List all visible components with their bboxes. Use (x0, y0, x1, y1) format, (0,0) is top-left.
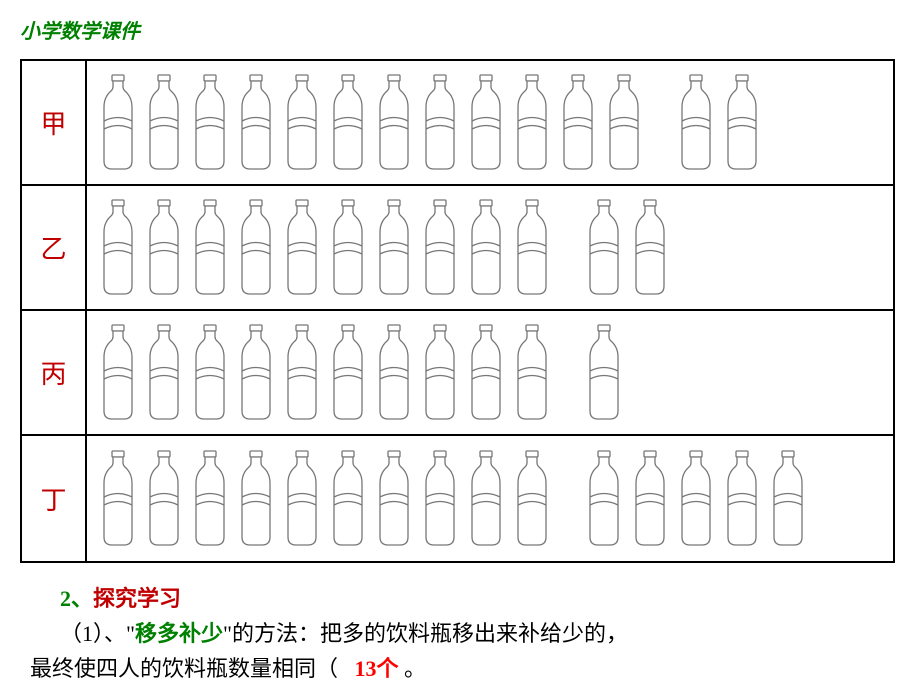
bottle-icon (95, 323, 141, 423)
section-title: 探究学习 (93, 586, 181, 611)
table-row-yi: 乙 (22, 186, 893, 311)
bottle-icon (627, 449, 673, 549)
bottle-icon (463, 198, 509, 298)
bottle-icon (233, 449, 279, 549)
bottle-icon (233, 73, 279, 173)
bottle-icon (601, 73, 647, 173)
closing-text: 。 (404, 656, 426, 681)
bottle-icon (325, 198, 371, 298)
row-label: 乙 (40, 229, 66, 266)
bottles-cell (87, 313, 893, 433)
table-row-jia: 甲 (22, 61, 893, 186)
description-line1: 把多的饮料瓶移出来补给少的， (320, 621, 628, 646)
bottle-group (95, 449, 555, 549)
bottle-icon (279, 449, 325, 549)
bottle-icon (187, 449, 233, 549)
bottle-icon (279, 198, 325, 298)
bottle-group (673, 73, 765, 173)
row-label-cell: 丙 (22, 311, 87, 434)
row-label: 丁 (40, 480, 66, 517)
bottle-icon (581, 323, 627, 423)
answer-text: 13个 (355, 656, 399, 681)
bottle-icon (279, 73, 325, 173)
bottle-icon (141, 198, 187, 298)
bottle-icon (95, 449, 141, 549)
section-number: 2、 (60, 586, 93, 611)
quote-close: " (223, 621, 232, 646)
bottle-icon (463, 73, 509, 173)
row-label-cell: 甲 (22, 61, 87, 184)
page-title: 小学数学课件 (20, 15, 900, 44)
row-label: 丙 (40, 354, 66, 391)
bottle-icon (141, 73, 187, 173)
bottle-icon (673, 449, 719, 549)
bottle-icon (371, 73, 417, 173)
bottle-icon (279, 323, 325, 423)
bottle-icon (581, 449, 627, 549)
quote-open: " (126, 621, 135, 646)
bottle-icon (371, 198, 417, 298)
bottle-group (581, 198, 673, 298)
bottle-table: 甲 (20, 59, 895, 563)
bottle-icon (627, 198, 673, 298)
bottle-icon (233, 198, 279, 298)
bottle-icon (417, 323, 463, 423)
bottle-icon (371, 323, 417, 423)
bottle-icon (719, 449, 765, 549)
bottle-icon (95, 198, 141, 298)
bottle-icon (417, 198, 463, 298)
bottle-icon (581, 198, 627, 298)
bottle-icon (371, 449, 417, 549)
bottle-icon (141, 449, 187, 549)
bottle-icon (509, 73, 555, 173)
bottle-icon (141, 323, 187, 423)
bottles-cell (87, 188, 893, 308)
bottle-icon (187, 323, 233, 423)
bottle-icon (509, 323, 555, 423)
bottle-icon (509, 198, 555, 298)
bottle-group (95, 323, 555, 423)
method-suffix: 的方法： (232, 621, 320, 646)
row-label-cell: 乙 (22, 186, 87, 309)
description-line2: 最终使四人的饮料瓶数量相同（ (30, 656, 338, 681)
bottle-icon (325, 449, 371, 549)
bottle-group (95, 198, 555, 298)
footer-text: 2、探究学习 （1）、"移多补少"的方法：把多的饮料瓶移出来补给少的， 最终使四… (20, 581, 900, 687)
bottle-group (581, 323, 627, 423)
table-row-bing: 丙 (22, 311, 893, 436)
bottle-icon (325, 73, 371, 173)
bottle-group (581, 449, 811, 549)
bottle-icon (187, 73, 233, 173)
bottle-icon (233, 323, 279, 423)
bottle-icon (673, 73, 719, 173)
bottle-icon (325, 323, 371, 423)
method-name: 移多补少 (135, 621, 223, 646)
bottle-icon (719, 73, 765, 173)
bottle-group (95, 73, 647, 173)
bottles-cell (87, 439, 893, 559)
item-number: （1）、 (60, 621, 126, 646)
bottle-icon (417, 73, 463, 173)
bottle-icon (463, 323, 509, 423)
bottle-icon (555, 73, 601, 173)
bottle-icon (95, 73, 141, 173)
bottles-cell (87, 63, 893, 183)
bottle-icon (187, 198, 233, 298)
bottle-icon (417, 449, 463, 549)
bottle-icon (509, 449, 555, 549)
row-label: 甲 (40, 104, 66, 141)
bottle-icon (463, 449, 509, 549)
bottle-icon (765, 449, 811, 549)
table-row-ding: 丁 (22, 436, 893, 561)
row-label-cell: 丁 (22, 436, 87, 561)
